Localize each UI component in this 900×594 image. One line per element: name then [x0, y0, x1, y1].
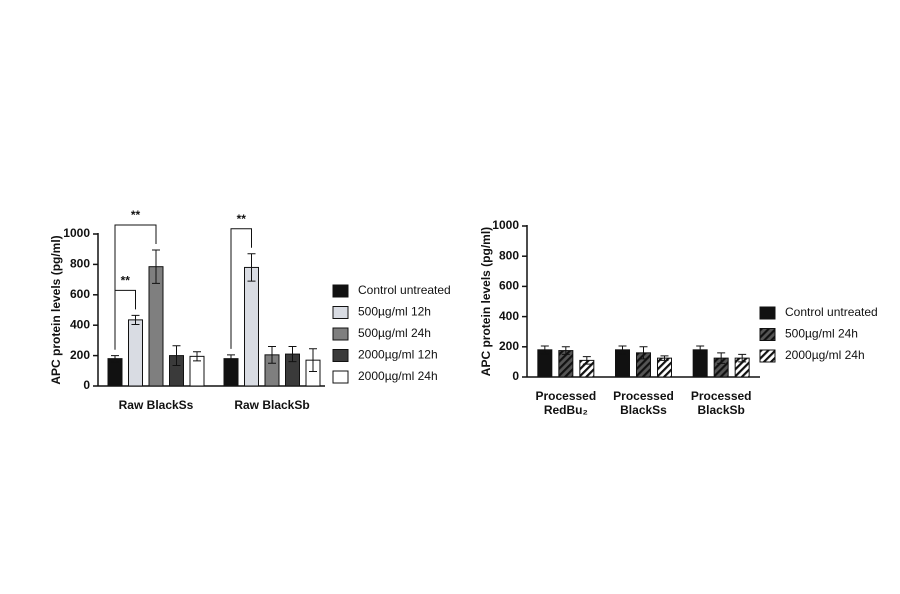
bar	[148, 266, 164, 387]
x-tick-label: Processed	[535, 389, 596, 403]
y-axis-label: APC protein levels (pg/ml)	[479, 227, 493, 376]
x-tick-label: BlackSs	[620, 403, 667, 417]
bar	[128, 319, 143, 387]
y-tick-label: 200	[499, 339, 519, 353]
error-bar	[131, 314, 140, 325]
error-bar	[309, 348, 317, 373]
legend-label: 2000µg/ml 24h	[785, 348, 865, 362]
y-tick-label: 600	[499, 279, 519, 293]
legend-label: 2000µg/ml 24h	[358, 369, 438, 383]
error-bar	[193, 351, 201, 362]
error-bar	[288, 345, 297, 363]
legend-swatch	[759, 328, 776, 341]
error-bar	[582, 356, 591, 365]
legend-label: 500µg/ml 12h	[358, 305, 431, 319]
error-bar	[660, 355, 669, 361]
y-tick-label: 1000	[492, 218, 519, 232]
significance-label: **	[237, 212, 247, 226]
x-tick-label: RedBu₂	[544, 403, 588, 417]
error-bar	[247, 253, 256, 282]
legend-label: 2000µg/ml 12h	[358, 348, 438, 362]
error-bar	[717, 352, 726, 364]
significance-label: **	[121, 273, 131, 287]
error-bar	[111, 355, 119, 363]
error-bar	[618, 345, 627, 355]
legend-label: Control untreated	[358, 283, 451, 297]
x-tick-label: BlackSb	[697, 403, 744, 417]
y-tick-label: 200	[70, 348, 90, 362]
y-tick-label: 0	[83, 378, 90, 392]
y-tick-label: 0	[512, 369, 519, 383]
legend-swatch	[759, 306, 776, 320]
legend-swatch	[332, 306, 349, 319]
significance-bracket	[114, 224, 157, 350]
error-bar	[227, 354, 235, 363]
significance-bracket	[230, 228, 252, 349]
error-bar	[152, 249, 160, 284]
error-bar	[696, 345, 705, 355]
y-tick-label: 400	[70, 317, 90, 331]
y-tick-label: 400	[499, 309, 519, 323]
y-axis-label: APC protein levels (pg/ml)	[49, 235, 63, 384]
y-tick-label: 1000	[63, 226, 90, 240]
legend-swatch	[332, 284, 349, 298]
x-tick-label: Processed	[691, 389, 752, 403]
error-bar	[738, 353, 747, 363]
error-bar	[268, 345, 276, 364]
error-bar	[561, 346, 570, 355]
x-tick-label: Raw BlackSb	[234, 398, 309, 412]
x-tick-label: Processed	[613, 389, 674, 403]
y-tick-label: 600	[70, 287, 90, 301]
error-bar	[540, 345, 549, 355]
bar	[244, 266, 259, 387]
bar	[657, 357, 672, 378]
legend-swatch	[332, 349, 349, 362]
bar	[107, 358, 123, 387]
x-tick-label: Raw BlackSs	[119, 398, 194, 412]
error-bar	[639, 346, 648, 360]
legend-swatch	[332, 327, 349, 341]
error-bar	[172, 345, 181, 366]
y-tick-label: 800	[499, 248, 519, 262]
legend-label: 500µg/ml 24h	[785, 327, 858, 341]
legend-swatch	[759, 349, 776, 363]
legend-swatch	[332, 370, 349, 384]
legend-label: Control untreated	[785, 305, 878, 319]
y-tick-label: 800	[70, 257, 90, 271]
significance-label: **	[131, 208, 141, 222]
legend-label: 500µg/ml 24h	[358, 326, 431, 340]
